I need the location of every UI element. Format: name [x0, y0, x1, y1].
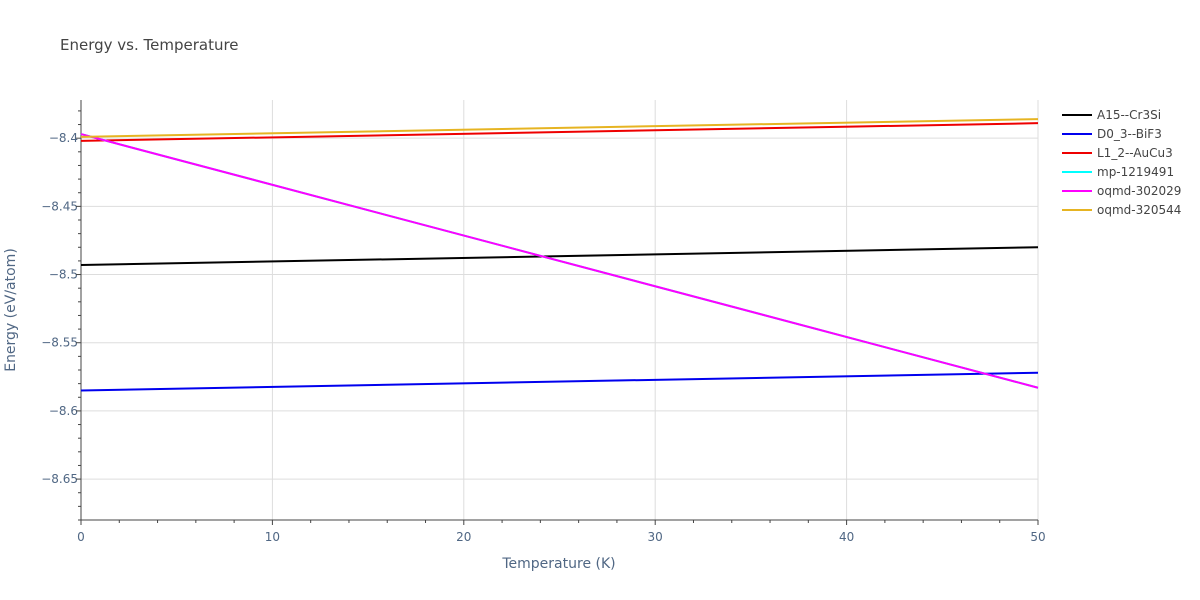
legend[interactable]: A15--Cr3Si D0_3--BiF3 L1_2--AuCu3 mp-121949…: [1062, 108, 1181, 217]
legend-label: A15--Cr3Si: [1097, 108, 1161, 122]
y-tick-label: −8.45: [41, 199, 78, 213]
x-tick-label: 40: [839, 530, 854, 544]
x-tick-label: 10: [265, 530, 280, 544]
y-tick-label: −8.65: [41, 472, 78, 486]
x-tick-label: 30: [648, 530, 663, 544]
y-tick-label: −8.55: [41, 336, 78, 350]
x-axis-title: Temperature (K): [501, 556, 615, 572]
series-line-1: [80, 371, 1039, 392]
series-lines: [80, 118, 1039, 392]
legend-item-2[interactable]: L1_2--AuCu3: [1062, 146, 1173, 160]
x-tick-label: 50: [1030, 530, 1045, 544]
legend-label: oqmd-320544: [1097, 203, 1181, 217]
legend-item-0[interactable]: A15--Cr3Si: [1062, 108, 1161, 122]
x-tick-label: 0: [77, 530, 85, 544]
series-line-2: [80, 122, 1039, 142]
y-tick-label: −8.4: [49, 131, 78, 145]
legend-item-4[interactable]: oqmd-302029: [1062, 184, 1181, 198]
series-line-4: [80, 133, 1039, 389]
series-line-5: [80, 118, 1039, 138]
y-tick-label: −8.5: [49, 268, 78, 282]
legend-item-3[interactable]: mp-1219491: [1062, 165, 1174, 179]
legend-item-1[interactable]: D0_3--BiF3: [1062, 127, 1162, 141]
legend-label: D0_3--BiF3: [1097, 127, 1162, 141]
y-tick-label: −8.6: [49, 404, 78, 418]
grid-lines: [81, 100, 1039, 520]
legend-label: oqmd-302029: [1097, 184, 1181, 198]
y-axis-title: Energy (eV/atom): [3, 248, 19, 372]
series-line-0: [80, 246, 1039, 266]
legend-item-5[interactable]: oqmd-320544: [1062, 203, 1181, 217]
chart-title: Energy vs. Temperature: [60, 36, 239, 54]
legend-label: mp-1219491: [1097, 165, 1174, 179]
legend-label: L1_2--AuCu3: [1097, 146, 1173, 160]
axes: 0 10 20 30 40 50 −8.4 −8.45 −8.5 −8.55 −8.6 −8.65: [41, 100, 1046, 544]
x-tick-label: 20: [456, 530, 471, 544]
